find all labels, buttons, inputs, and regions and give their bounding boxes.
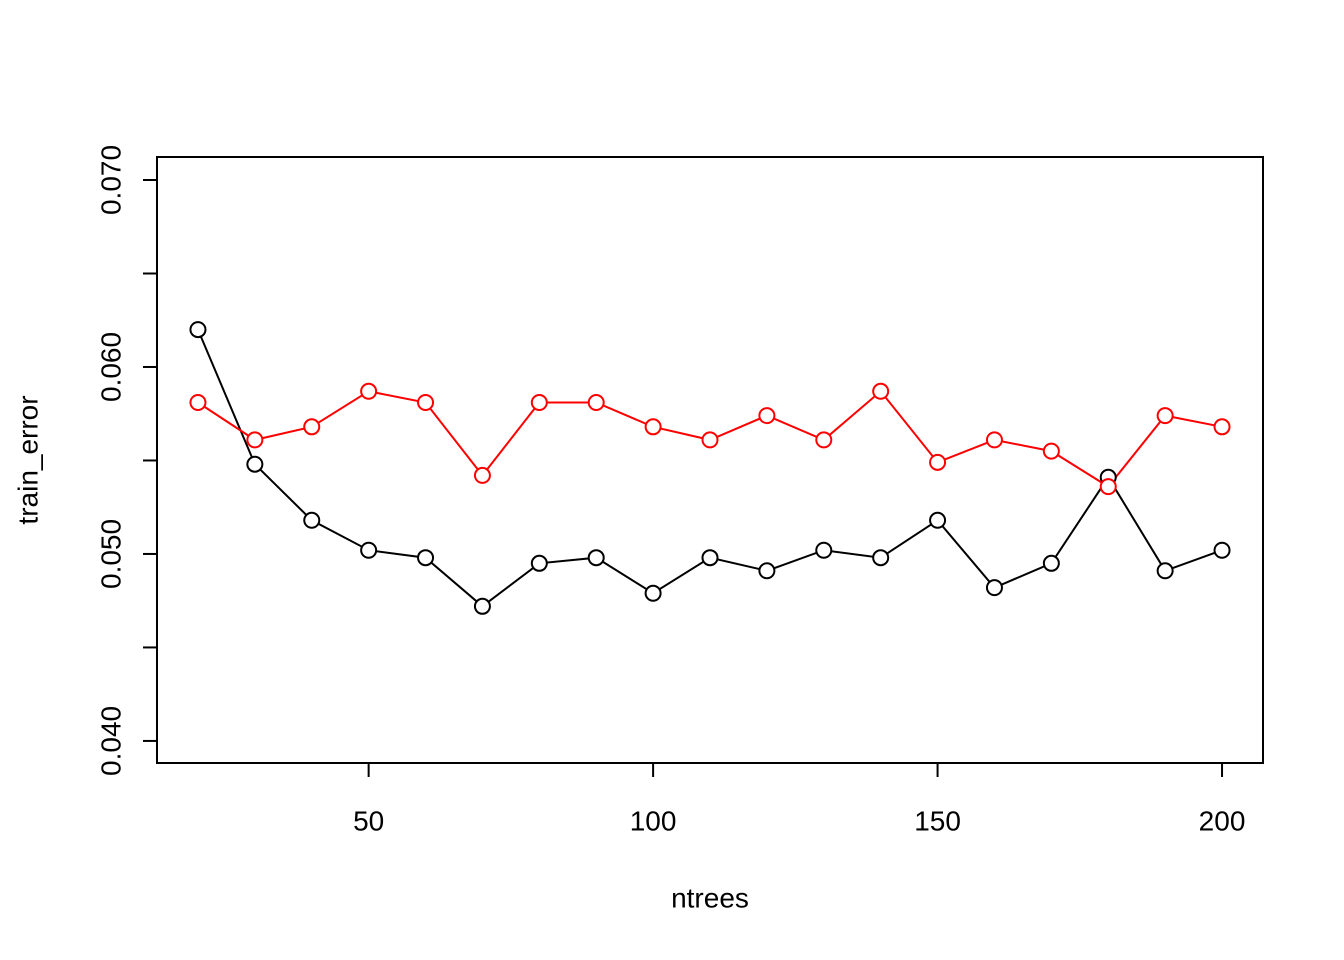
point [929, 511, 947, 529]
point [985, 431, 1003, 449]
point [303, 418, 321, 436]
x-tick-label: 150 [914, 805, 961, 836]
point [701, 549, 719, 567]
point [189, 394, 207, 412]
point [1213, 541, 1231, 559]
point [758, 562, 776, 580]
point [815, 541, 833, 559]
point [758, 407, 776, 425]
point [929, 453, 947, 471]
point [1156, 407, 1174, 425]
point [530, 394, 548, 412]
point [1099, 478, 1117, 496]
point [1042, 554, 1060, 572]
point [473, 466, 491, 484]
y-axis-label: train_error [12, 395, 43, 524]
point [872, 382, 890, 400]
point [360, 541, 378, 559]
point [872, 549, 890, 567]
plot-frame [156, 156, 1264, 764]
point [417, 394, 435, 412]
point [530, 554, 548, 572]
point [644, 418, 662, 436]
point [587, 394, 605, 412]
point [189, 321, 207, 339]
x-axis-label: ntrees [671, 882, 749, 913]
x-tick-label: 100 [630, 805, 677, 836]
point [303, 511, 321, 529]
point [1213, 418, 1231, 436]
point [246, 455, 264, 473]
point [1156, 562, 1174, 580]
y-tick-label: 0.070 [95, 145, 126, 215]
point [417, 549, 435, 567]
y-tick-label: 0.060 [95, 332, 126, 402]
point [644, 584, 662, 602]
point [985, 579, 1003, 597]
point [815, 431, 833, 449]
x-tick-label: 200 [1199, 805, 1246, 836]
point [473, 597, 491, 615]
point [587, 549, 605, 567]
y-tick-label: 0.040 [95, 706, 126, 776]
x-tick-label: 50 [353, 805, 384, 836]
point [701, 431, 719, 449]
point [1042, 442, 1060, 460]
point [246, 431, 264, 449]
point [360, 382, 378, 400]
y-tick-label: 0.050 [95, 519, 126, 589]
